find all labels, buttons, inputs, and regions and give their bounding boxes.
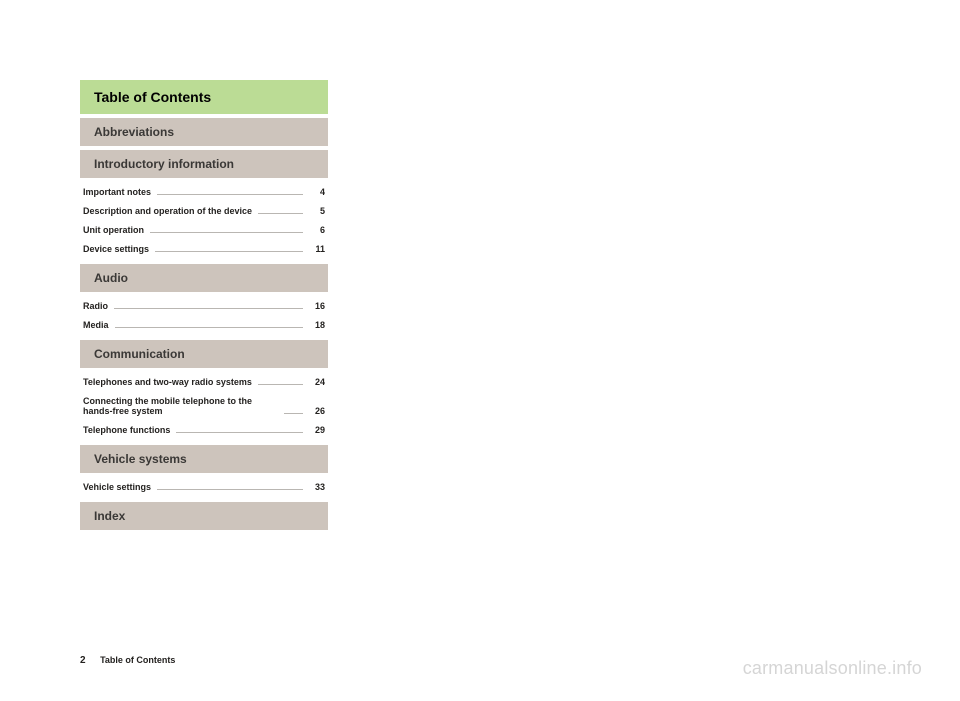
toc-entry: Radio 16: [80, 296, 328, 315]
document-page: Table of Contents Abbreviations Introducto…: [0, 0, 960, 701]
toc-entry: Important notes 4: [80, 182, 328, 201]
entry-leader: [258, 213, 303, 214]
toc-entry: Telephone functions 29: [80, 420, 328, 439]
entries-group: Important notes 4 Description and operatio…: [80, 178, 328, 260]
entry-leader: [258, 384, 303, 385]
entry-page: 11: [309, 244, 325, 254]
entry-label: Device settings: [83, 244, 149, 254]
toc-entry: Connecting the mobile telephone to the h…: [80, 391, 328, 420]
entry-leader: [114, 308, 303, 309]
entry-leader: [176, 432, 303, 433]
entry-label: Connecting the mobile telephone to the h…: [83, 396, 278, 416]
entry-page: 29: [309, 425, 325, 435]
toc-title: Table of Contents: [80, 80, 328, 114]
section-heading: Introductory information: [80, 150, 328, 178]
entry-label: Media: [83, 320, 109, 330]
toc-entry: Unit operation 6: [80, 220, 328, 239]
entry-leader: [115, 327, 303, 328]
section-heading: Abbreviations: [80, 118, 328, 146]
entry-leader: [155, 251, 303, 252]
entry-page: 5: [309, 206, 325, 216]
entry-page: 33: [309, 482, 325, 492]
entry-label: Unit operation: [83, 225, 144, 235]
page-footer: 2 Table of Contents: [80, 655, 175, 666]
entry-page: 26: [309, 406, 325, 416]
entry-label: Telephones and two-way radio systems: [83, 377, 252, 387]
entry-page: 4: [309, 187, 325, 197]
toc-entry: Media 18: [80, 315, 328, 334]
section-heading: Audio: [80, 264, 328, 292]
entry-label: Telephone functions: [83, 425, 170, 435]
toc-entry: Vehicle settings 33: [80, 477, 328, 496]
entry-label: Vehicle settings: [83, 482, 151, 492]
section-heading: Index: [80, 502, 328, 530]
toc-entry: Description and operation of the device 5: [80, 201, 328, 220]
toc-entry: Telephones and two-way radio systems 24: [80, 372, 328, 391]
entry-label: Description and operation of the device: [83, 206, 252, 216]
entry-label: Radio: [83, 301, 108, 311]
footer-page-number: 2: [80, 655, 86, 666]
footer-label: Table of Contents: [100, 655, 175, 665]
entry-leader: [284, 413, 303, 414]
section-heading: Communication: [80, 340, 328, 368]
entries-group: Telephones and two-way radio systems 24 Co…: [80, 368, 328, 441]
toc-entry: Device settings 11: [80, 239, 328, 258]
entries-group: Radio 16 Media 18: [80, 292, 328, 336]
entry-leader: [157, 489, 303, 490]
entry-page: 18: [309, 320, 325, 330]
entry-leader: [150, 232, 303, 233]
entry-page: 16: [309, 301, 325, 311]
entry-page: 6: [309, 225, 325, 235]
entry-label: Important notes: [83, 187, 151, 197]
watermark-text: carmanualsonline.info: [743, 658, 922, 679]
toc-column: Table of Contents Abbreviations Introducto…: [80, 80, 328, 530]
entry-leader: [157, 194, 303, 195]
section-heading: Vehicle systems: [80, 445, 328, 473]
entries-group: Vehicle settings 33: [80, 473, 328, 498]
entry-page: 24: [309, 377, 325, 387]
